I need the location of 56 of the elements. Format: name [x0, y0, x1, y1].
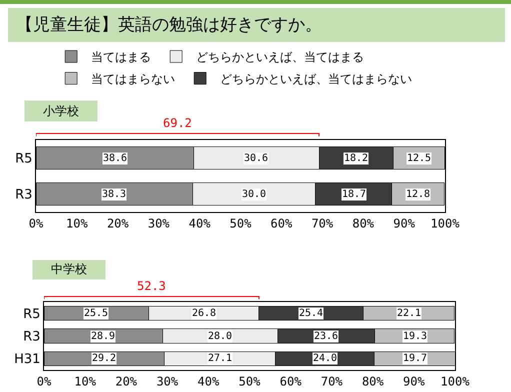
- y-tick-label: H31: [14, 352, 40, 368]
- x-tick-label: 50%: [230, 216, 252, 230]
- data-label: 28.9: [91, 331, 116, 342]
- data-label: 30.0: [242, 189, 266, 200]
- x-tick-label: 40%: [188, 216, 212, 230]
- data-label: 29.2: [92, 353, 116, 364]
- data-label: 19.3: [403, 331, 428, 342]
- legend-label: 当てはまらない: [91, 72, 176, 86]
- legend-label: 当てはまる: [91, 50, 152, 64]
- data-label: 26.8: [192, 308, 216, 319]
- x-tick-label: 30%: [148, 216, 170, 230]
- chart-subtitle: 小学校: [43, 104, 79, 118]
- x-tick-label: 90%: [393, 216, 416, 230]
- x-tick-label: 10%: [66, 216, 89, 230]
- data-label: 25.4: [299, 308, 324, 319]
- data-label: 30.6: [244, 153, 268, 164]
- legend-label: どちらかといえば、当てはまる: [196, 50, 364, 64]
- y-tick-label: R5: [23, 306, 40, 322]
- x-tick-label: 0%: [28, 216, 44, 230]
- chart-title: 中学校: [51, 262, 87, 276]
- data-label: 23.6: [314, 331, 338, 342]
- x-tick-label: 80%: [362, 374, 384, 388]
- chart-title: 【児童生徒】英語の勉強は好きですか。: [8, 8, 505, 42]
- x-tick-label: 20%: [106, 216, 130, 230]
- y-tick-label: R5: [15, 152, 32, 167]
- data-label: 28.0: [208, 331, 232, 342]
- x-tick-label: 10%: [74, 374, 97, 388]
- x-tick-label: 90%: [403, 374, 426, 388]
- x-tick-label: 20%: [115, 374, 138, 388]
- x-tick-label: 60%: [280, 374, 302, 388]
- y-tick-label: R3: [15, 188, 32, 203]
- data-label: 25.5: [84, 308, 108, 319]
- legend-label: どちらかといえば、当てはまらない: [220, 72, 412, 86]
- data-label: 18.2: [344, 153, 368, 164]
- data-label: 38.3: [102, 189, 126, 200]
- x-tick-label: 0%: [36, 374, 52, 388]
- data-label: 22.1: [397, 308, 422, 319]
- x-tick-label: 70%: [311, 216, 334, 230]
- x-tick-label: 80%: [352, 216, 375, 230]
- x-tick-label: 40%: [198, 374, 220, 388]
- text: 69.2: [163, 116, 192, 130]
- x-tick-label: 100%: [430, 216, 460, 230]
- x-tick-label: 60%: [270, 216, 294, 230]
- data-label: 18.7: [342, 189, 366, 200]
- x-tick-label: 100%: [440, 374, 470, 388]
- x-tick-label: 50%: [238, 374, 262, 388]
- x-tick-label: 70%: [320, 374, 344, 388]
- data-label: 19.7: [403, 353, 428, 364]
- data-label: 27.1: [208, 353, 232, 364]
- data-label: 38.6: [103, 153, 128, 164]
- data-label: 12.5: [407, 153, 432, 164]
- data-label: 12.8: [406, 189, 430, 200]
- x-tick-label: 30%: [156, 374, 179, 388]
- data-label: 24.0: [313, 353, 338, 364]
- y-tick-label: R3: [23, 330, 40, 345]
- text: 52.3: [137, 279, 166, 293]
